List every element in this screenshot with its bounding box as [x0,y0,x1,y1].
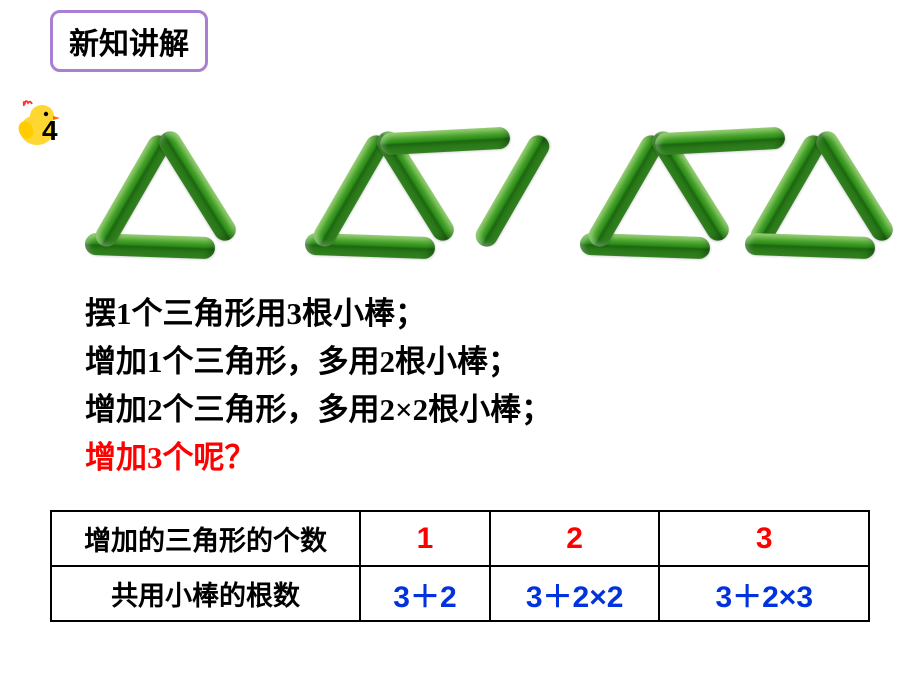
header-tab: 新知讲解 [50,10,208,72]
line2: 增加1个三角形，多用2根小棒； [85,338,552,386]
data-table: 增加的三角形的个数 1 2 3 共用小棒的根数 3＋2 3＋2×2 3＋2×3 [50,510,870,622]
line1: 摆1个三角形用3根小棒； [85,290,552,338]
sticks-diagram [80,115,900,280]
table-row: 增加的三角形的个数 1 2 3 [51,511,869,566]
cell-bot-3: 3＋2×3 [659,566,869,621]
cell-bot-2: 3＋2×2 [490,566,660,621]
stick [155,127,240,245]
table-row: 共用小棒的根数 3＋2 3＋2×2 3＋2×3 [51,566,869,621]
row2-label: 共用小棒的根数 [51,566,360,621]
example-number: 4 [42,115,58,147]
cell-top-3: 3 [659,511,869,566]
stick [812,127,897,245]
line3: 增加2个三角形，多用2×2根小棒； [85,386,552,434]
cell-bot-1: 3＋2 [360,566,490,621]
stick [655,127,786,156]
stick [380,127,511,156]
cell-top-2: 2 [490,511,660,566]
header-title: 新知讲解 [69,28,189,61]
line4-question: 增加3个呢？ [85,434,552,482]
row1-label: 增加的三角形的个数 [51,511,360,566]
explanation-text: 摆1个三角形用3根小棒； 增加1个三角形，多用2根小棒； 增加2个三角形，多用2… [85,290,552,482]
stick [745,233,876,260]
cell-top-1: 1 [360,511,490,566]
